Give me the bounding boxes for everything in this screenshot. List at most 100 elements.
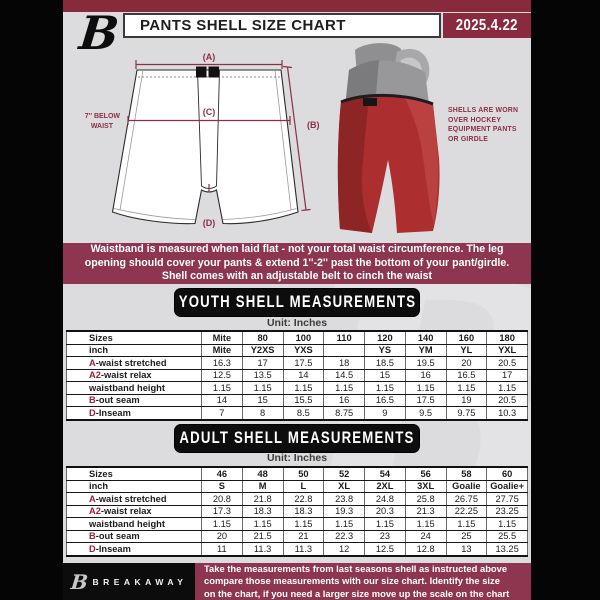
row-label: A-waist stretched	[66, 356, 202, 370]
shell-photo	[337, 43, 440, 233]
measurement-cell: 22.3	[323, 529, 365, 543]
measurement-cell: 12	[323, 542, 365, 557]
measurement-cell: 21.5	[241, 529, 284, 543]
measurement-cell: Mite	[201, 330, 243, 345]
shell-highlight	[405, 98, 439, 225]
measurement-cell: 8.75	[323, 406, 365, 421]
measurement-cell: 58	[445, 466, 488, 481]
adult-section-title: ADULT SHELL MEASUREMENTS	[179, 429, 415, 447]
right-hem-stitch	[222, 208, 297, 220]
footer-breakaway-logo: B	[69, 569, 89, 594]
measurement-cell: 18.3	[282, 504, 325, 518]
measurement-cell: 23.25	[486, 504, 528, 518]
row-label: A2-waist relax	[66, 504, 202, 518]
dimension-label-a: (A)	[203, 52, 216, 62]
document-page: B B PANTS SHELL SIZE CHART 2025.4.22 (A)…	[63, 0, 531, 600]
row-label: waistband height	[66, 517, 202, 531]
measurement-cell: 1.15	[323, 381, 365, 395]
measurement-cell: 1.15	[404, 517, 447, 531]
youth-measurements-table: Sizes Mite 80 100 110 120 140 160 180 inch Mite Y2X…	[66, 330, 528, 421]
measurement-cell: 1.15	[282, 381, 325, 395]
measurement-cell: 17	[241, 356, 284, 370]
measurement-cell: 11.3	[282, 542, 325, 557]
measurement-cell: YM	[404, 343, 447, 357]
measurement-cell: 19	[445, 393, 488, 407]
measurement-cell: 17.5	[282, 356, 325, 370]
youth-section-title: YOUTH SHELL MEASUREMENTS	[178, 293, 416, 311]
measurement-cell: 20.5	[486, 393, 528, 407]
instruction-text: Waistband is measured when laid flat - n…	[84, 243, 510, 283]
measurement-cell: 11	[201, 542, 243, 557]
measurement-cell: 20	[445, 356, 488, 370]
measurement-cell: 22.8	[282, 492, 325, 506]
measurement-cell: Y2XS	[241, 343, 284, 357]
measurement-cell: 140	[404, 330, 447, 345]
measurement-cell: 60	[486, 466, 528, 481]
youth-section-header: YOUTH SHELL MEASUREMENTS	[175, 289, 419, 316]
measurement-cell: 3XL	[404, 479, 447, 493]
measurement-cell: 1.15	[445, 517, 488, 531]
dimension-label-c: (C)	[203, 107, 216, 117]
measurement-cell: 16.5	[364, 393, 406, 407]
footer-instruction-box: Take the measurements from last seasons …	[195, 563, 531, 600]
measurement-cell: 13.25	[486, 542, 528, 557]
measurement-cell: XL	[323, 479, 365, 493]
measurement-cell: 26.75	[445, 492, 488, 506]
measurement-cell: Mite	[201, 343, 243, 357]
measurement-cell: 50	[282, 466, 325, 481]
measurement-cell: S	[201, 479, 243, 493]
measurement-cell: 18	[323, 356, 365, 370]
measurement-cell: M	[241, 479, 284, 493]
measurement-cell: 16	[323, 393, 365, 407]
row-label: B-out seam	[66, 529, 202, 543]
dimension-label-b: (B)	[307, 120, 320, 130]
measurement-cell: 1.15	[486, 381, 528, 395]
measurement-cell: 12.5	[364, 542, 406, 557]
measurement-cell: 11.3	[241, 542, 284, 557]
measurement-cell: 23.8	[323, 492, 365, 506]
footer-brand-name: BREAKAWAY	[92, 576, 188, 587]
measurement-cell: 180	[486, 330, 528, 345]
measurement-cell: 100	[282, 330, 325, 345]
measurement-cell: 19.3	[323, 504, 365, 518]
measurement-cell: YXS	[282, 343, 325, 357]
waist-note-line2: WAIST	[91, 123, 114, 130]
measurement-cell: 22.25	[445, 504, 488, 518]
measurement-cell: 10.3	[486, 406, 528, 421]
measurement-cell: 23	[364, 529, 406, 543]
measurement-cell: 1.15	[404, 381, 447, 395]
measurement-cell: 21.8	[241, 492, 284, 506]
left-side-seam	[119, 69, 144, 211]
row-label: A-waist stretched	[66, 492, 202, 506]
measurement-cell: 20.3	[364, 504, 406, 518]
measurement-cell: 15	[364, 368, 406, 382]
measurement-cell: 56	[404, 466, 447, 481]
measurement-cell: 9.5	[404, 406, 447, 421]
photo-caption: SHELLS ARE WORN OVER HOCKEY EQUIPMENT PA…	[448, 107, 519, 143]
measurement-cell: 15	[241, 393, 284, 407]
measurement-cell: 20	[201, 529, 243, 543]
adult-unit-label: Unit: Inches	[266, 452, 328, 464]
dimension-line-c	[127, 116, 291, 125]
measurement-cell: 14.5	[323, 368, 365, 382]
measurement-cell: 18.5	[364, 356, 406, 370]
measurement-cell: 1.15	[241, 517, 284, 531]
measurement-cell: 15.5	[282, 393, 325, 407]
measurement-cell: 2XL	[364, 479, 406, 493]
measurement-cell: 120	[364, 330, 406, 345]
measurement-cell: 110	[323, 330, 365, 345]
measurement-cell: 21.3	[404, 504, 447, 518]
measurement-cell: 7	[201, 406, 243, 421]
row-label: B-out seam	[66, 393, 202, 407]
measurement-cell: Goalie+	[486, 479, 528, 493]
dimension-label-d: (D)	[203, 218, 216, 228]
measurement-cell: 17.3	[201, 504, 243, 518]
measurement-cell: 54	[364, 466, 406, 481]
measurement-cell: 13.5	[241, 368, 284, 382]
measurement-cell: L	[282, 479, 325, 493]
measurement-cell: 19.5	[404, 356, 447, 370]
measurement-cell: 8.5	[282, 406, 325, 421]
measurement-cell: 24	[404, 529, 447, 543]
row-label: A2-waist relax	[66, 368, 202, 382]
row-label: D-Inseam	[66, 542, 202, 557]
